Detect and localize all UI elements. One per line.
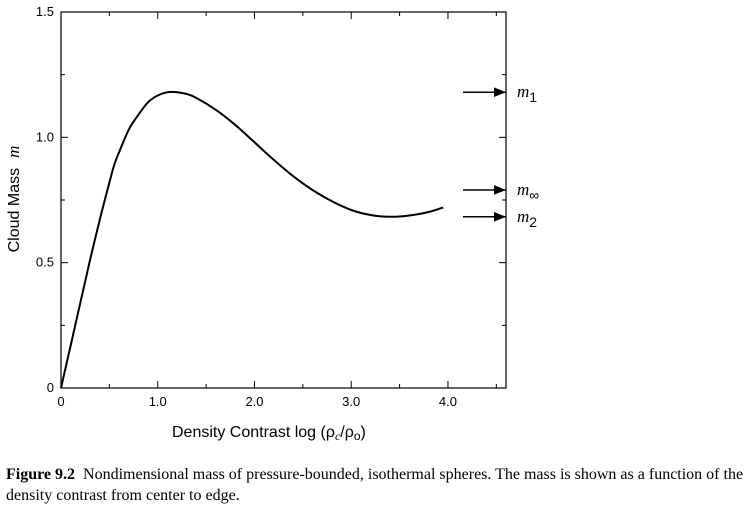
x-axis-ticks: 0 1.0 2.0 3.0 4.0 (57, 12, 497, 409)
y-axis-ticks: 0 0.5 1.0 1.5 (36, 4, 506, 395)
x-tick-label: 4.0 (439, 394, 457, 409)
y-tick-label: 0 (47, 380, 54, 395)
figure-label: Figure 9.2 (6, 466, 76, 483)
mass-annotations: m1 m∞ m2 (463, 82, 539, 230)
y-tick-label: 1.5 (36, 4, 54, 19)
y-tick-label: 1.0 (36, 129, 54, 144)
plot-frame (60, 11, 507, 389)
figure-caption-text: Nondimensional mass of pressure-bounded,… (6, 466, 744, 504)
mass-contrast-chart: 0 0.5 1.0 1.5 0 1.0 2.0 3.0 4.0 m1 m∞ m2 Cloud Ma… (4, 4, 539, 443)
y-axis-symbol: m (4, 146, 23, 158)
y-tick-label: 0.5 (36, 255, 54, 270)
x-tick-label: 1.0 (149, 394, 167, 409)
mass-curve-line (60, 90, 444, 389)
figure-caption: Figure 9.2 Nondimensional mass of pressu… (6, 464, 754, 506)
y-axis-title: Cloud Massm (4, 146, 23, 253)
annotation-label: m2 (517, 207, 537, 230)
x-tick-label: 3.0 (342, 394, 360, 409)
x-tick-label: 0 (57, 394, 64, 409)
annotation-label: m∞ (517, 180, 539, 203)
plot-border (60, 11, 507, 389)
annotation-label: m1 (517, 82, 537, 105)
x-axis-title: Density Contrast log (ρc/ρo) (172, 424, 366, 443)
x-tick-label: 2.0 (245, 394, 263, 409)
